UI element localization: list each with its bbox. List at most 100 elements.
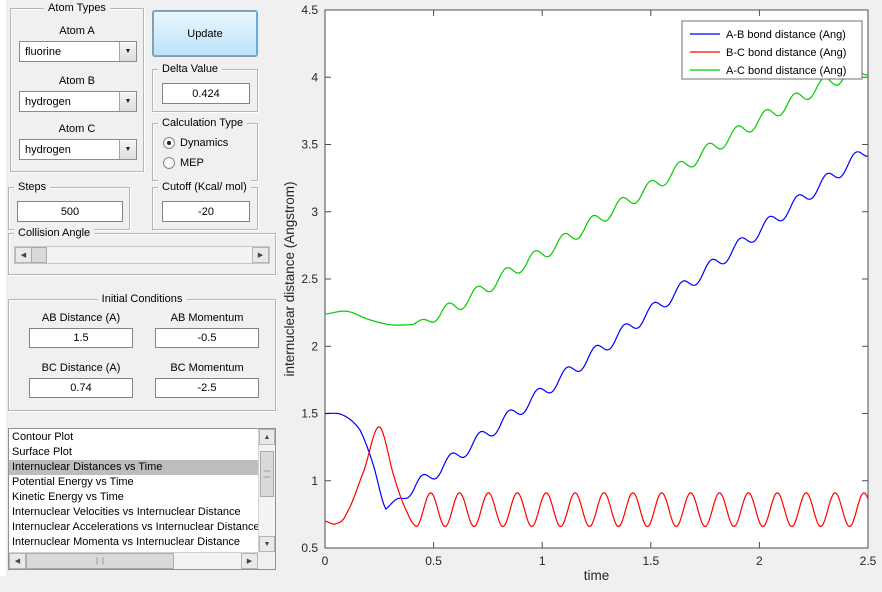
scroll-up-icon: ▲: [263, 433, 271, 441]
calculation-type-title: Calculation Type: [158, 116, 248, 130]
bc-momentum-input[interactable]: [155, 378, 259, 398]
atom-a-value: fluorine: [25, 45, 62, 58]
dropdown-arrow-icon[interactable]: ▼: [119, 42, 136, 61]
atom-a-dropdown[interactable]: fluorine ▼: [19, 41, 137, 62]
x-tick-label: 0.5: [425, 554, 442, 568]
atom-b-label: Atom B: [58, 75, 96, 87]
y-tick-label: 1.5: [301, 407, 318, 421]
y-tick-label: 2: [311, 339, 318, 353]
list-item[interactable]: Contour Plot: [12, 431, 74, 443]
x-tick-label: 2: [756, 554, 763, 568]
collision-angle-panel: Collision Angle ◀ ▶: [8, 226, 276, 275]
initial-conditions-panel: Initial Conditions AB Distance (A) AB Mo…: [8, 292, 276, 411]
cutoff-panel: Cutoff (Kcal/ mol): [152, 180, 258, 230]
list-item[interactable]: Internuclear Momenta vs Internuclear Dis…: [12, 536, 241, 548]
x-tick-label: 0: [322, 554, 329, 568]
horizontal-scrollbar-thumb[interactable]: [26, 553, 174, 569]
radio-icon-0: [163, 137, 175, 149]
steps-panel: Steps: [8, 180, 130, 230]
steps-input[interactable]: [17, 201, 123, 222]
y-tick-label: 4: [311, 70, 318, 84]
scrollbar-corner: [258, 552, 275, 569]
series-line-ac: [324, 64, 869, 326]
plot-list: Contour Plot Surface Plot Internuclear D…: [9, 430, 258, 552]
y-tick-label: 1: [311, 474, 318, 488]
ab-momentum-input[interactable]: [155, 328, 259, 348]
update-button[interactable]: Update: [152, 10, 258, 57]
window-edge: [0, 0, 6, 576]
dropdown-arrow-icon[interactable]: ▼: [119, 140, 136, 159]
initial-conditions-title: Initial Conditions: [97, 292, 187, 306]
list-item[interactable]: Kinetic Energy vs Time: [12, 491, 124, 503]
scroll-right-icon: ▶: [257, 252, 264, 259]
atom-b-dropdown[interactable]: hydrogen ▼: [19, 91, 137, 112]
legend-label: A-C bond distance (Ang): [726, 65, 846, 77]
chevron-down-glyph: ▼: [124, 98, 132, 105]
cutoff-input[interactable]: [162, 201, 250, 222]
scroll-down-button[interactable]: ▼: [259, 536, 275, 552]
collision-angle-title: Collision Angle: [14, 226, 95, 240]
atom-c-value: hydrogen: [25, 143, 71, 156]
radio-icon-1: [163, 157, 175, 169]
y-axis-label: internuclear distance (Angstrom): [282, 181, 297, 376]
x-tick-label: 1.5: [642, 554, 659, 568]
scroll-left-button[interactable]: ◀: [15, 247, 32, 263]
delta-value-input[interactable]: [162, 83, 250, 104]
dropdown-arrow-icon[interactable]: ▼: [119, 92, 136, 111]
bc-distance-input[interactable]: [29, 378, 133, 398]
atom-types-title: Atom Types: [44, 1, 110, 15]
internuclear-distance-plot: 0 0.5 1 1.5 2 2.5 0.5 1 1.5 2 2.5 3 3.5 4 4.5 time inter…: [282, 3, 877, 583]
chevron-down-glyph: ▼: [124, 146, 132, 153]
scroll-down-icon: ▼: [263, 540, 271, 548]
y-tick-label: 3: [311, 205, 318, 219]
delta-value-title: Delta Value: [158, 62, 223, 76]
x-tick-label: 1: [539, 554, 546, 568]
list-item[interactable]: Internuclear Distances vs Time: [9, 460, 258, 475]
list-item[interactable]: Internuclear Accelerations vs Internucle…: [12, 521, 258, 533]
plot-box: [324, 9, 869, 549]
radio-option-mep[interactable]: MEP: [163, 157, 204, 169]
atom-c-label: Atom C: [58, 123, 96, 135]
scroll-left-icon: ◀: [20, 252, 27, 259]
y-tick-label: 0.5: [301, 541, 318, 555]
bc-momentum-label: BC Momentum: [170, 362, 244, 374]
y-tick-label: 2.5: [301, 272, 318, 286]
bc-distance-label: BC Distance (A): [41, 362, 121, 374]
scroll-right-button[interactable]: ▶: [241, 553, 258, 569]
cutoff-title: Cutoff (Kcal/ mol): [158, 180, 251, 194]
scroll-left-icon: ◀: [14, 558, 21, 565]
series-line-ab: [325, 151, 868, 510]
chevron-down-glyph: ▼: [124, 48, 132, 55]
y-tick-label: 4.5: [301, 3, 318, 17]
legend-label: B-C bond distance (Ang): [726, 47, 846, 59]
atom-types-panel: Atom Types Atom A fluorine ▼ Atom B hydr…: [10, 1, 144, 172]
slider-thumb[interactable]: [31, 247, 47, 263]
list-item[interactable]: Surface Plot: [12, 446, 72, 458]
scroll-right-button[interactable]: ▶: [252, 247, 269, 263]
y-tick-label: 3.5: [301, 138, 318, 152]
scroll-right-icon: ▶: [246, 558, 253, 565]
plot-type-listbox[interactable]: Contour Plot Surface Plot Internuclear D…: [8, 428, 276, 570]
atom-a-label: Atom A: [59, 25, 95, 37]
scroll-left-button[interactable]: ◀: [9, 553, 26, 569]
list-vertical-scrollbar[interactable]: ▲ ▼: [258, 429, 275, 552]
ab-distance-label: AB Distance (A): [41, 312, 121, 324]
radio-label-dynamics: Dynamics: [180, 137, 229, 149]
radio-label-mep: MEP: [180, 157, 204, 169]
series-line-bc: [324, 426, 869, 528]
list-item[interactable]: Potential Energy vs Time: [12, 476, 134, 488]
ab-distance-input[interactable]: [29, 328, 133, 348]
x-axis-label: time: [584, 568, 610, 583]
vertical-scrollbar-thumb[interactable]: [260, 451, 274, 497]
scroll-up-button[interactable]: ▲: [259, 429, 275, 445]
list-item[interactable]: Internuclear Velocities vs Internuclear …: [12, 506, 241, 518]
calculation-type-panel: Calculation Type Dynamics MEP: [152, 116, 258, 181]
legend-label: A-B bond distance (Ang): [726, 29, 846, 41]
ab-momentum-label: AB Momentum: [170, 312, 244, 324]
collision-angle-slider[interactable]: ◀ ▶: [14, 246, 270, 264]
legend-box: [681, 20, 863, 80]
atom-c-dropdown[interactable]: hydrogen ▼: [19, 139, 137, 160]
list-horizontal-scrollbar[interactable]: ◀ ▶: [9, 552, 258, 569]
radio-option-dynamics[interactable]: Dynamics: [163, 137, 228, 149]
